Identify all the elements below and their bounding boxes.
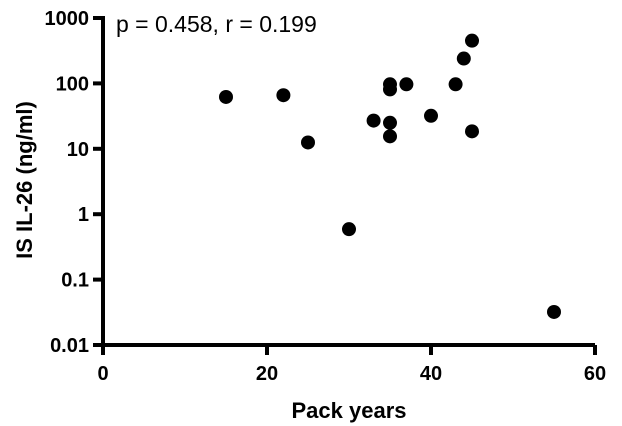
x-axis-title: Pack years [292, 398, 407, 423]
x-tick-label: 20 [256, 363, 278, 385]
data-point [383, 129, 397, 144]
data-point [465, 124, 479, 139]
data-point [219, 89, 233, 104]
data-point [383, 82, 397, 97]
data-point [456, 51, 471, 66]
data-point [301, 135, 315, 150]
y-tick-label: 1 [78, 204, 89, 226]
data-point [547, 304, 561, 319]
y-tick-label: 1000 [45, 8, 90, 30]
x-tick-label: 40 [420, 363, 442, 385]
x-tick-label: 0 [97, 363, 108, 385]
data-point [383, 115, 397, 130]
data-point [424, 108, 438, 123]
data-point [399, 77, 414, 92]
data-point [276, 88, 291, 103]
y-axis-title: IS IL-26 (ng/ml) [12, 101, 37, 259]
data-points [219, 33, 561, 319]
x-tick-label: 60 [584, 363, 606, 385]
data-point [342, 222, 356, 237]
x-ticks: 0 20 40 60 [97, 345, 606, 385]
data-point [448, 77, 463, 92]
stats-annotation: p = 0.458, r = 0.199 [116, 11, 317, 37]
y-tick-label: 100 [56, 73, 89, 95]
y-tick-label: 0.01 [50, 335, 89, 357]
y-ticks: 0.01 0.1 1 10 100 1000 [45, 8, 103, 357]
y-tick-label: 10 [67, 139, 89, 161]
data-point [465, 33, 479, 48]
y-tick-label: 0.1 [61, 270, 89, 292]
data-point [366, 113, 381, 128]
